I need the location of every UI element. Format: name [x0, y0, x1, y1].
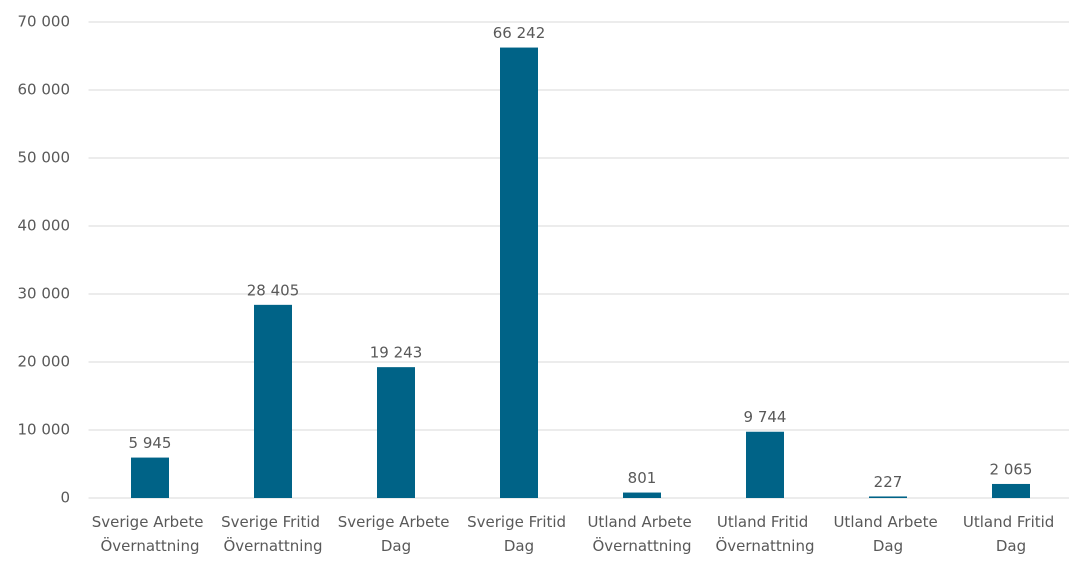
x-tick-label: Utland Fritid Dag	[963, 513, 1059, 555]
data-label: 9 744	[744, 408, 787, 426]
data-label: 2 065	[990, 460, 1033, 478]
data-label: 19 243	[370, 344, 423, 362]
y-tick-label: 0	[60, 489, 70, 507]
y-tick-label: 30 000	[18, 285, 71, 303]
x-tick-label: Sverige Arbete Övernattning	[92, 513, 209, 555]
data-label: 5 945	[129, 434, 172, 452]
bar	[623, 492, 661, 498]
x-tick-label: Utland Arbete Övernattning	[587, 513, 696, 555]
x-tick-label: Sverige Arbete Dag	[338, 513, 455, 555]
data-label: 28 405	[247, 281, 300, 299]
y-tick-label: 10 000	[18, 421, 71, 439]
bar	[992, 483, 1030, 498]
bar	[500, 47, 538, 498]
y-tick-label: 70 000	[18, 13, 71, 31]
x-tick-label: Sverige Fritid Dag	[467, 513, 571, 555]
bar	[869, 496, 907, 498]
y-tick-label: 50 000	[18, 149, 71, 167]
data-label: 801	[628, 469, 657, 487]
x-tick-label: Sverige Fritid Övernattning	[221, 513, 325, 555]
bar	[254, 304, 292, 498]
bar	[377, 367, 415, 498]
y-tick-label: 40 000	[18, 217, 71, 235]
y-tick-label: 20 000	[18, 353, 71, 371]
x-tick-label: Utland Fritid Övernattning	[716, 513, 815, 555]
data-label: 66 242	[493, 24, 546, 42]
bar	[746, 431, 784, 498]
data-label: 227	[874, 473, 903, 491]
bar	[131, 457, 169, 498]
y-tick-label: 60 000	[18, 81, 71, 99]
x-tick-label: Utland Arbete Dag	[833, 513, 942, 555]
